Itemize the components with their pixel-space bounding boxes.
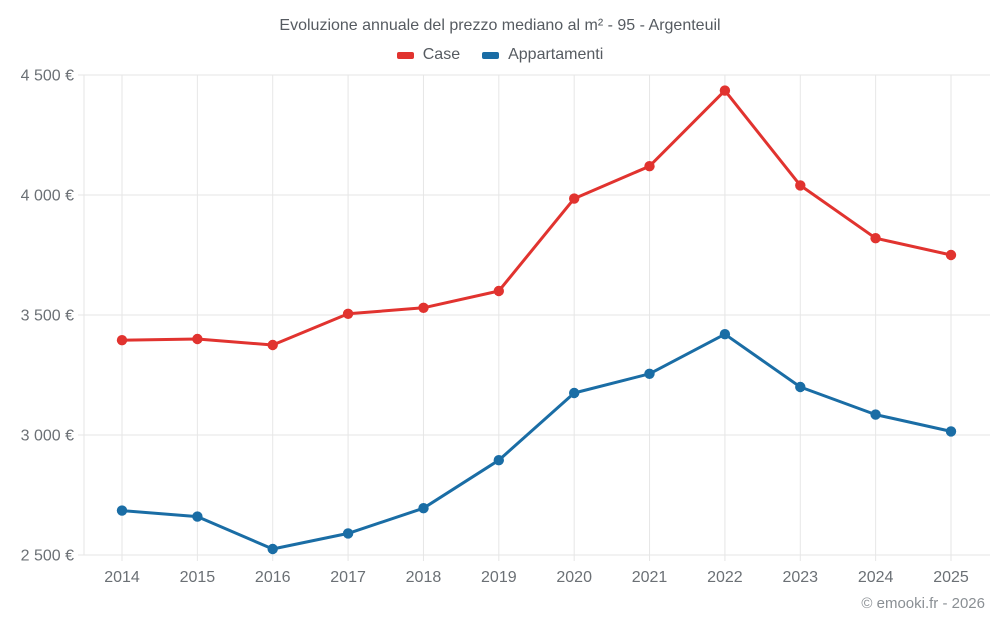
legend: Case Appartamenti xyxy=(0,46,1000,64)
data-point-case-2025[interactable] xyxy=(945,249,957,261)
x-axis-label: 2020 xyxy=(556,569,592,586)
data-point-appartamenti-2016[interactable] xyxy=(267,543,278,555)
y-axis-label: 2 500 € xyxy=(21,548,74,565)
series-case xyxy=(116,85,957,351)
data-point-case-2018[interactable] xyxy=(418,302,429,313)
series-appartamenti xyxy=(116,329,957,555)
axis-tick-labels: 2 500 € 3 000 € 3 500 € 4 000 € 4 500 € 2014 2… xyxy=(21,68,969,587)
data-point-case-2014[interactable] xyxy=(116,335,128,346)
data-point-case-2021[interactable] xyxy=(644,161,655,172)
x-axis-label: 2023 xyxy=(782,569,818,586)
legend-swatch-appartamenti-icon xyxy=(482,51,500,59)
gridlines xyxy=(78,74,990,561)
legend-item-appartamenti[interactable]: Appartamenti xyxy=(482,46,603,64)
data-point-case-2020[interactable] xyxy=(569,193,580,204)
data-point-appartamenti-2014[interactable] xyxy=(116,505,128,516)
x-axis-label: 2021 xyxy=(632,569,668,586)
data-point-case-2017[interactable] xyxy=(342,308,354,319)
legend-label-case: Case xyxy=(422,46,461,63)
series-line-appartamenti xyxy=(120,332,953,551)
data-point-appartamenti-2019[interactable] xyxy=(493,455,504,466)
data-point-case-2024[interactable] xyxy=(870,233,881,244)
data-point-appartamenti-2024[interactable] xyxy=(870,409,881,420)
y-axis-label: 3 500 € xyxy=(21,308,74,325)
x-axis-label: 2016 xyxy=(255,569,291,586)
y-axis-label: 4 000 € xyxy=(21,188,74,205)
x-axis-label: 2015 xyxy=(180,569,216,586)
data-point-appartamenti-2022[interactable] xyxy=(719,329,731,340)
series-line-case xyxy=(120,89,953,347)
x-axis-label: 2014 xyxy=(104,569,140,586)
copyright-watermark: © emooki.fr - 2026 xyxy=(861,595,985,612)
y-axis-label: 3 000 € xyxy=(21,428,74,445)
data-point-appartamenti-2025[interactable] xyxy=(945,426,957,437)
legend-label-appartamenti: Appartamenti xyxy=(508,46,604,63)
x-axis-label: 2017 xyxy=(330,569,366,586)
y-axis-label: 4 500 € xyxy=(21,68,74,85)
data-point-appartamenti-2017[interactable] xyxy=(342,528,354,539)
x-axis-label: 2025 xyxy=(933,569,969,586)
chart-title: Evoluzione annuale del prezzo mediano al… xyxy=(279,17,721,34)
data-point-appartamenti-2018[interactable] xyxy=(418,503,429,514)
data-point-appartamenti-2015[interactable] xyxy=(192,511,203,522)
data-point-case-2016[interactable] xyxy=(267,339,278,351)
x-axis-label: 2018 xyxy=(406,569,442,586)
data-point-appartamenti-2021[interactable] xyxy=(644,368,655,379)
x-axis-label: 2022 xyxy=(707,569,743,586)
data-point-appartamenti-2023[interactable] xyxy=(795,381,806,393)
data-point-case-2023[interactable] xyxy=(795,180,806,191)
legend-swatch-case-icon xyxy=(396,51,414,59)
data-point-appartamenti-2020[interactable] xyxy=(569,387,580,399)
data-point-case-2019[interactable] xyxy=(493,285,504,297)
data-point-case-2022[interactable] xyxy=(719,85,731,96)
x-axis-label: 2019 xyxy=(481,569,517,586)
data-point-case-2015[interactable] xyxy=(192,333,203,345)
legend-item-case[interactable]: Case xyxy=(396,46,461,64)
x-axis-label: 2024 xyxy=(858,569,894,586)
